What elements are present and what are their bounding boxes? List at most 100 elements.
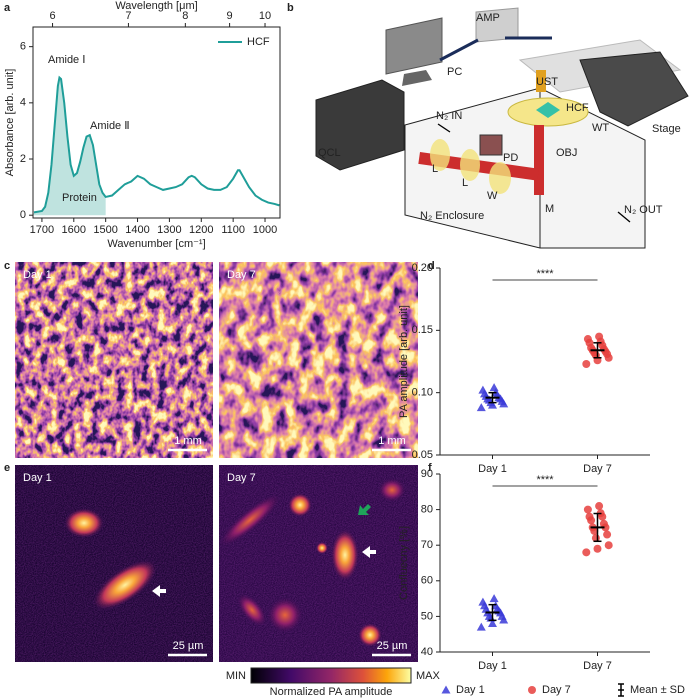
image-title: Day 7 xyxy=(227,269,256,281)
pa-image-day1 xyxy=(15,262,213,458)
data-point xyxy=(582,548,591,557)
x-tick-label: 1200 xyxy=(189,224,213,236)
diagram-label: M xyxy=(545,203,554,215)
data-point xyxy=(595,502,604,511)
diagram-label: N₂ OUT xyxy=(624,204,663,216)
x-tick-label: 1600 xyxy=(62,224,86,236)
data-point xyxy=(478,385,488,394)
y-tick-label: 6 xyxy=(20,41,26,53)
diagram-label: OBJ xyxy=(556,147,577,159)
image-c xyxy=(15,262,418,458)
colorbar-label: Normalized PA amplitude xyxy=(270,686,393,698)
diagram-label: Stage xyxy=(652,123,681,135)
y-axis-label: PA amplitude [arb. unit] xyxy=(398,305,410,418)
data-point xyxy=(603,530,612,539)
y-tick-label: 0.05 xyxy=(412,449,433,461)
x-tick-label: Day 1 xyxy=(478,463,507,475)
protein-shade xyxy=(33,77,106,216)
image-title: Day 1 xyxy=(23,472,52,484)
diagram-label: HCF xyxy=(566,102,589,114)
y-tick-label: 4 xyxy=(20,97,26,109)
x-tick-label: 1400 xyxy=(125,224,149,236)
x-tick-label: 1100 xyxy=(221,224,245,236)
diagram-label: L xyxy=(432,163,438,175)
y-tick-label: 40 xyxy=(421,646,433,658)
x-tick-label: 1700 xyxy=(30,224,54,236)
y-tick-label: 60 xyxy=(421,575,433,587)
setup-diagram xyxy=(315,7,689,249)
data-point xyxy=(488,619,497,628)
diagram-label: L xyxy=(462,177,468,189)
y-tick-label: 70 xyxy=(421,539,433,551)
y-axis-label: Confluecny [%] xyxy=(398,526,410,600)
x-tick-label: Day 7 xyxy=(583,463,612,475)
data-point xyxy=(593,544,602,553)
y-tick-label: 80 xyxy=(421,504,433,516)
annotation: Amide Ⅰ xyxy=(48,54,85,66)
data-point xyxy=(476,622,486,631)
y-tick-label: 90 xyxy=(421,468,433,480)
y-tick-label: 0 xyxy=(20,209,26,221)
y-tick-label: 0.10 xyxy=(412,387,433,399)
data-point xyxy=(585,512,594,521)
diagram-label: PC xyxy=(447,66,462,78)
panel-label: f xyxy=(428,462,432,474)
diagram-label: QCL xyxy=(318,147,341,159)
diagram-label: PD xyxy=(503,152,518,164)
y-tick-label: 0.20 xyxy=(412,262,433,274)
data-point xyxy=(489,383,499,392)
pa-image-day7 xyxy=(219,262,418,458)
data-point xyxy=(599,519,608,528)
legend-label: Day 7 xyxy=(542,684,571,696)
colorbar xyxy=(250,667,412,684)
x2-axis-label: Wavelength [μm] xyxy=(115,0,197,12)
scale-bar-label: 1 mm xyxy=(174,435,202,447)
colorbar-min: MIN xyxy=(226,670,246,682)
image-e xyxy=(15,465,418,684)
data-point xyxy=(583,335,592,344)
data-point xyxy=(604,541,613,550)
spectrum-line xyxy=(33,75,280,214)
plot-frame xyxy=(32,26,281,219)
legend-marker xyxy=(528,686,536,694)
annotation: Amide Ⅱ xyxy=(90,120,130,132)
panel-label: b xyxy=(287,2,294,14)
x2-tick-label: 7 xyxy=(125,10,131,22)
y-tick-label: 0.15 xyxy=(412,324,433,336)
diagram-label: WT xyxy=(592,122,609,134)
data-point xyxy=(478,597,488,606)
x2-tick-label: 10 xyxy=(259,10,271,22)
x-tick-label: Day 7 xyxy=(583,660,612,672)
colorbar-max: MAX xyxy=(416,670,441,682)
data-point xyxy=(489,594,499,603)
image-title: Day 1 xyxy=(23,269,52,281)
significance-label: **** xyxy=(536,268,554,280)
diagram-label: AMP xyxy=(476,12,500,24)
y-tick-label: 50 xyxy=(421,610,433,622)
diagram-label: UST xyxy=(536,76,558,88)
panel-label: c xyxy=(4,260,10,272)
scale-bar-label: 25 µm xyxy=(377,640,408,652)
x-tick-label: 1300 xyxy=(157,224,181,236)
panel-label: a xyxy=(4,2,11,14)
x2-tick-label: 6 xyxy=(49,10,55,22)
x-tick-label: 1000 xyxy=(253,224,277,236)
legend-label: Day 1 xyxy=(456,684,485,696)
data-point xyxy=(583,505,592,514)
x-tick-label: Day 1 xyxy=(478,660,507,672)
diagram-label: N₂ IN xyxy=(436,110,462,122)
x2-tick-label: 8 xyxy=(182,10,188,22)
data-point xyxy=(582,359,591,368)
x2-tick-label: 9 xyxy=(227,10,233,22)
diagram-label: N₂ Enclosure xyxy=(420,210,484,222)
data-point xyxy=(595,332,604,341)
panel-label: d xyxy=(428,260,435,272)
legend-label: Mean ± SD xyxy=(630,684,685,696)
y-tick-label: 2 xyxy=(20,153,26,165)
significance-label: **** xyxy=(536,474,554,486)
data-point xyxy=(476,403,486,412)
y-axis-label: Absorbance [arb. unit] xyxy=(4,69,16,177)
annotation: Protein xyxy=(62,192,97,204)
x-axis-label: Wavenumber [cm⁻¹] xyxy=(107,238,205,250)
